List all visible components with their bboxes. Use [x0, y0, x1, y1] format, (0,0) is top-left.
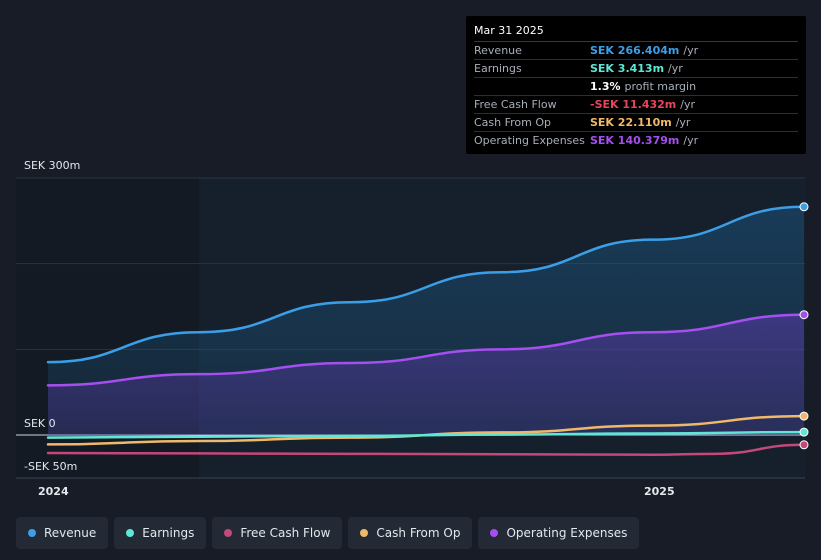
tooltip-label: Free Cash Flow: [474, 98, 557, 111]
tooltip-unit: /yr: [683, 44, 699, 57]
legend-item-free-cash-flow[interactable]: Free Cash Flow: [212, 517, 343, 549]
legend-dot-icon: [360, 529, 369, 537]
legend-item-revenue[interactable]: Revenue: [16, 517, 109, 549]
legend-label: Earnings: [142, 526, 195, 540]
legend-item-operating-expenses[interactable]: Operating Expenses: [478, 517, 640, 549]
legend-dot-icon: [224, 529, 233, 537]
tooltip-date: Mar 31 2025: [474, 22, 798, 42]
tooltip-row: Cash From Op SEK 22.110m/yr: [474, 114, 798, 132]
legend-item-cash-from-op[interactable]: Cash From Op: [348, 517, 473, 549]
operating-expenses-line: [46, 313, 806, 387]
legend-item-earnings[interactable]: Earnings: [114, 517, 207, 549]
tooltip-label: Earnings: [474, 62, 522, 75]
legend-dot-icon: [126, 529, 135, 537]
y-tick-label: -SEK 50m: [24, 460, 78, 473]
revenue-line: [46, 205, 806, 364]
tooltip-value: SEK 22.110m: [590, 116, 672, 129]
operating-expenses-area: [48, 314, 804, 435]
earnings-line: [46, 430, 806, 439]
cash-from-op-point: [799, 411, 809, 421]
tooltip-label: Operating Expenses: [474, 134, 585, 147]
tooltip-row: 1.3% profit margin: [474, 78, 798, 96]
legend-dot-icon: [490, 529, 499, 537]
tooltip-value: 1.3%: [590, 80, 621, 93]
tooltip-row: Revenue SEK 266.404m/yr: [474, 42, 798, 60]
legend-dot-icon: [28, 529, 36, 537]
operating-expenses-point: [799, 310, 809, 320]
revenue-point: [799, 202, 809, 212]
tooltip-value: SEK 3.413m: [590, 62, 665, 75]
earnings-point: [799, 427, 809, 437]
tooltip-row: Free Cash Flow -SEK 11.432m/yr: [474, 96, 798, 114]
legend: Revenue Earnings Free Cash Flow Cash From O…: [16, 517, 640, 549]
free-cash-flow-point: [799, 440, 809, 450]
y-tick-label: SEK 0: [24, 417, 56, 430]
legend-label: Free Cash Flow: [240, 526, 331, 540]
tooltip: Mar 31 2025 Revenue SEK 266.404m/yr Earnin…: [466, 16, 806, 154]
legend-label: Cash From Op: [376, 526, 461, 540]
tooltip-unit: /yr: [675, 116, 691, 129]
legend-label: Revenue: [44, 526, 97, 540]
tooltip-row: Operating Expenses SEK 140.379m/yr: [474, 132, 798, 149]
y-tick-label: SEK 300m: [24, 159, 81, 172]
tooltip-unit: profit margin: [624, 80, 697, 93]
tooltip-label: Revenue: [474, 44, 522, 57]
tooltip-unit: /yr: [680, 98, 696, 111]
x-tick-label: 2025: [644, 485, 675, 498]
tooltip-value: SEK 266.404m: [590, 44, 680, 57]
legend-label: Operating Expenses: [506, 526, 628, 540]
tooltip-label: [474, 78, 590, 95]
tooltip-label: Cash From Op: [474, 116, 552, 129]
free-cash-flow-line: [46, 443, 806, 456]
tooltip-value: SEK 140.379m: [590, 134, 680, 147]
tooltip-row: Earnings SEK 3.413m/yr: [474, 60, 798, 78]
tooltip-value: -SEK 11.432m: [590, 98, 677, 111]
tooltip-unit: /yr: [683, 134, 699, 147]
x-tick-label: 2024: [38, 485, 69, 498]
tooltip-unit: /yr: [668, 62, 683, 75]
